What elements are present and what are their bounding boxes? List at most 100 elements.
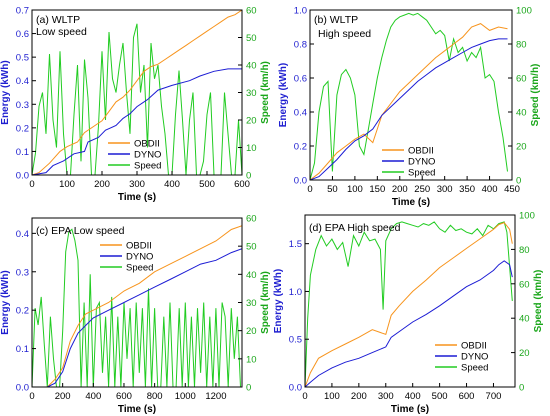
y-left-tick-label: 0.6: [294, 74, 307, 85]
y-right-tick-label: 0: [246, 383, 251, 394]
y-left-tick-label: 0.7: [16, 6, 29, 17]
x-tick-label: 600: [459, 391, 475, 402]
x-tick-label: 0: [29, 179, 34, 190]
legend-label-speed: Speed: [126, 263, 153, 274]
x-tick-label: 450: [504, 184, 520, 195]
legend-label-speed: Speed: [461, 363, 488, 374]
y-right-axis-title: Speed (km/h): [530, 64, 541, 127]
x-tick-label: 100: [59, 179, 75, 190]
x-tick-label: 800: [147, 391, 163, 402]
panel-label: (d) EPA High speed: [309, 222, 401, 234]
x-tick-label: 400: [405, 391, 421, 402]
y-right-tick-label: 60: [516, 74, 527, 85]
y-right-axis-title: Speed (km/h): [533, 270, 544, 333]
series-line-speed: [305, 221, 513, 387]
y-right-tick-label: 20: [516, 142, 527, 153]
y-right-tick-label: 20: [246, 116, 257, 127]
y-left-tick-label: 0.0: [294, 176, 307, 187]
y-right-tick-label: 60: [246, 214, 257, 225]
y-right-axis-title: Speed (km/h): [260, 61, 271, 124]
legend-label-dyno: DYNO: [126, 252, 153, 263]
y-right-tick-label: 80: [516, 40, 527, 51]
y-right-tick-label: 10: [246, 143, 257, 154]
y-left-axis-title: Energy (kWh): [0, 270, 11, 334]
y-left-tick-label: 0.0: [16, 383, 29, 394]
y-right-tick-label: 60: [246, 6, 257, 17]
series-line-speed: [310, 12, 508, 180]
y-right-tick-label: 30: [246, 298, 257, 309]
x-tick-label: 700: [486, 391, 502, 402]
legend-label-obdii: OBDII: [126, 241, 152, 252]
y-right-tick-label: 60: [519, 279, 530, 290]
panel-subtitle: High speed: [318, 28, 371, 40]
y-right-axis-title: Speed (km/h): [260, 271, 271, 334]
x-tick-label: 200: [55, 391, 71, 402]
y-right-tick-label: 100: [516, 6, 532, 17]
y-left-tick-label: 0.0: [289, 383, 302, 394]
x-tick-label: 200: [94, 179, 110, 190]
x-tick-label: 0: [307, 184, 312, 195]
plot-frame: [304, 214, 516, 388]
series-line-dyno: [305, 260, 513, 387]
x-axis-title: Time (s): [118, 404, 156, 415]
x-tick-label: 300: [129, 179, 145, 190]
x-tick-label: 1200: [205, 391, 226, 402]
legend-label-obdii: OBDII: [134, 139, 160, 150]
y-right-tick-label: 0: [519, 383, 524, 394]
x-tick-label: 200: [392, 184, 408, 195]
y-left-tick-label: 0.5: [289, 335, 302, 346]
y-left-tick-label: 0.4: [294, 108, 307, 119]
x-tick-label: 500: [432, 391, 448, 402]
series-line-dyno: [310, 38, 508, 180]
series-line-speed: [32, 23, 242, 175]
y-right-tick-label: 40: [246, 61, 257, 72]
y-left-tick-label: 0.3: [16, 100, 29, 111]
y-left-tick-label: 0.4: [16, 229, 29, 240]
y-right-tick-label: 10: [246, 354, 257, 365]
y-right-tick-label: 20: [519, 348, 530, 359]
legend-label-speed: Speed: [408, 168, 435, 179]
y-left-tick-label: 0.0: [16, 171, 29, 182]
x-tick-label: 150: [369, 184, 385, 195]
y-right-tick-label: 40: [246, 270, 257, 281]
series-line-obdii: [32, 225, 242, 387]
chart-panel-1: 0 100 200 300 400 500 6000.00.10.20.30.40.50.6…: [0, 6, 271, 204]
y-right-tick-label: 20: [246, 326, 257, 337]
y-right-tick-label: 100: [519, 211, 535, 222]
y-left-tick-label: 0.2: [294, 142, 307, 153]
x-tick-label: 1000: [175, 391, 196, 402]
legend-label-obdii: OBDII: [461, 341, 487, 352]
series-line-speed: [32, 228, 241, 387]
x-axis-title: Time (s): [118, 192, 156, 203]
y-right-tick-label: 0: [516, 176, 521, 187]
y-left-tick-label: 0.4: [16, 76, 29, 87]
y-left-tick-label: 0.3: [16, 267, 29, 278]
legend-label-speed: Speed: [134, 161, 161, 172]
x-tick-label: 400: [482, 184, 498, 195]
x-tick-label: 350: [459, 184, 475, 195]
x-tick-label: 300: [378, 391, 394, 402]
x-tick-label: 250: [414, 184, 430, 195]
x-tick-label: 0: [29, 391, 34, 402]
x-tick-label: 300: [437, 184, 453, 195]
x-tick-label: 400: [164, 179, 180, 190]
y-left-tick-label: 1.0: [294, 6, 307, 17]
x-tick-label: 600: [234, 179, 250, 190]
series-line-obdii: [32, 10, 242, 175]
x-tick-label: 200: [351, 391, 367, 402]
y-left-tick-label: 1.0: [289, 287, 302, 298]
y-right-tick-label: 80: [519, 245, 530, 256]
y-right-tick-label: 50: [246, 33, 257, 44]
x-tick-label: 100: [347, 184, 363, 195]
y-right-tick-label: 0: [246, 171, 251, 182]
y-right-tick-label: 40: [516, 108, 527, 119]
y-left-tick-label: 0.1: [16, 344, 29, 355]
x-tick-label: 600: [116, 391, 132, 402]
y-right-tick-label: 30: [246, 88, 257, 99]
chart-panel-4: 0 100 200 300 400 500 600 700 0.0 0.5 1.0 1.5 0 20 40 6…: [273, 211, 544, 416]
legend-label-obdii: OBDII: [408, 146, 434, 157]
chart-panel-2: 0 50 100 150 200 250 300 350 400 4500.00.20.40.60…: [278, 6, 541, 209]
